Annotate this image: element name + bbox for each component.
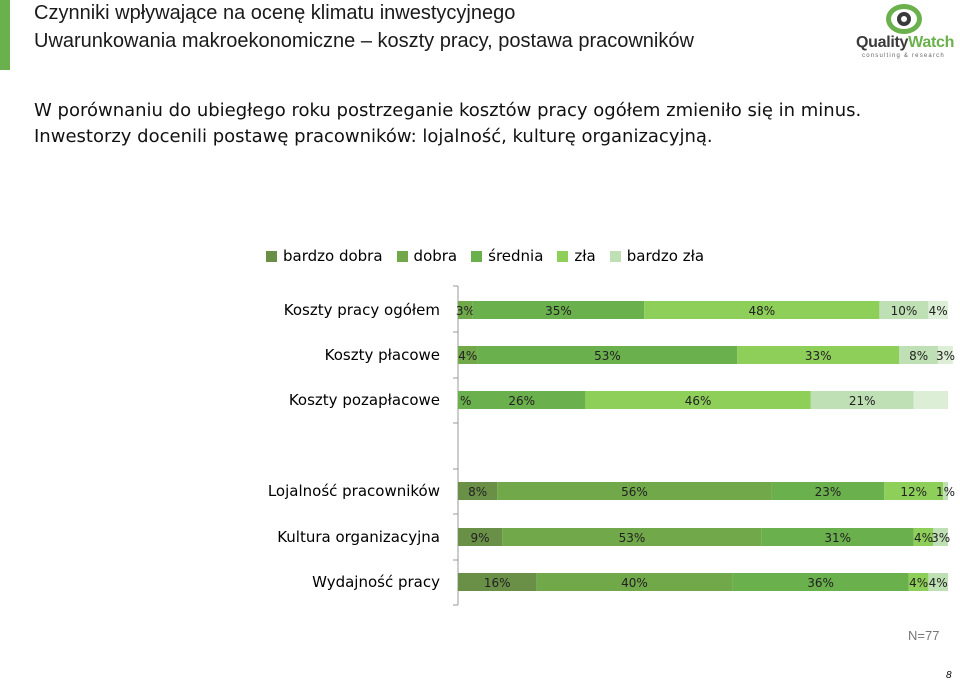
data-label: 21% bbox=[849, 394, 876, 408]
legend-swatch bbox=[557, 250, 569, 262]
bar-segment bbox=[458, 346, 478, 364]
data-label: 4% bbox=[914, 531, 933, 545]
sample-size-note: N=77 bbox=[908, 628, 940, 643]
bar-segment bbox=[943, 482, 948, 500]
bar-segment bbox=[536, 573, 733, 591]
data-label: 9% bbox=[471, 531, 490, 545]
bar-segment bbox=[472, 301, 645, 319]
stacked-bar-chart: Koszty pracy ogółem 3% 35% 48% 10% 4% Koszty p… bbox=[268, 285, 955, 606]
bar-segment bbox=[879, 301, 929, 319]
bar-segment bbox=[458, 391, 586, 409]
data-label: 36% bbox=[807, 576, 834, 590]
data-label: 1% bbox=[936, 485, 955, 499]
page-title: Czynniki wpływające na ocenę klimatu inw… bbox=[34, 2, 516, 24]
legend-item: średnia bbox=[471, 247, 543, 265]
data-label: 3% bbox=[456, 304, 475, 318]
category-label: Kultura organizacyjna bbox=[277, 528, 440, 546]
legend-item: dobra bbox=[396, 247, 458, 265]
category-label: Lojalność pracowników bbox=[268, 482, 440, 500]
bar-segment bbox=[732, 573, 909, 591]
eye-icon bbox=[886, 4, 922, 34]
bar-segment bbox=[928, 301, 948, 319]
category-label: Koszty pozapłacowe bbox=[289, 391, 440, 409]
legend-swatch bbox=[609, 250, 621, 262]
category-label: Koszty pracy ogółem bbox=[284, 301, 440, 319]
header-accent-bar bbox=[0, 0, 10, 70]
bar-segment bbox=[938, 346, 953, 364]
data-label: 16% bbox=[484, 576, 511, 590]
bar-segment bbox=[913, 391, 948, 409]
qualitywatch-logo: QualityWatch consulting & research bbox=[848, 2, 956, 62]
data-label: 4% bbox=[458, 349, 477, 363]
legend-label: dobra bbox=[413, 247, 458, 265]
category-label: Koszty płacowe bbox=[325, 346, 440, 364]
data-label: % bbox=[460, 394, 471, 408]
page-number: 8 bbox=[946, 670, 952, 681]
data-label: 23% bbox=[815, 485, 842, 499]
legend-item: zła bbox=[557, 247, 596, 265]
data-label: 31% bbox=[824, 531, 851, 545]
data-label: 3% bbox=[936, 349, 955, 363]
data-label: 40% bbox=[621, 576, 648, 590]
bar-segment bbox=[884, 482, 944, 500]
legend-label: bardzo zła bbox=[626, 247, 705, 265]
intro-line-2: Inwestorzy docenili postawę pracowników:… bbox=[34, 126, 713, 147]
legend-swatch bbox=[396, 250, 408, 262]
legend-label: zła bbox=[574, 247, 596, 265]
bar-segment bbox=[810, 391, 914, 409]
data-label: 56% bbox=[621, 485, 648, 499]
bar-segment bbox=[908, 573, 929, 591]
legend-swatch bbox=[266, 250, 277, 262]
bar-segment bbox=[928, 573, 948, 591]
data-label: 4% bbox=[929, 576, 948, 590]
legend-swatch bbox=[471, 250, 483, 262]
data-label: 35% bbox=[545, 304, 572, 318]
bar-segment bbox=[737, 346, 899, 364]
data-label: 33% bbox=[805, 349, 832, 363]
logo-tagline: consulting & research bbox=[862, 53, 945, 59]
bar-segment bbox=[458, 573, 537, 591]
legend-label: średnia bbox=[488, 247, 544, 265]
logo-wordmark: QualityWatch bbox=[856, 34, 955, 51]
data-label: 10% bbox=[891, 304, 918, 318]
data-label: 4% bbox=[929, 304, 948, 318]
bar-segment bbox=[771, 482, 885, 500]
bar-segment bbox=[458, 528, 503, 546]
bar-segment bbox=[644, 301, 880, 319]
legend-label: bardzo dobra bbox=[283, 247, 383, 265]
bar-segment bbox=[497, 482, 772, 500]
data-label: 12% bbox=[900, 485, 927, 499]
bar-segment bbox=[502, 528, 762, 546]
legend-item: bardzo zła bbox=[609, 247, 705, 265]
data-label: 26% bbox=[508, 394, 535, 408]
data-label: 48% bbox=[748, 304, 775, 318]
data-label: 53% bbox=[619, 531, 646, 545]
bar-segment bbox=[761, 528, 914, 546]
data-label: 3% bbox=[931, 531, 950, 545]
bar-segment bbox=[458, 482, 498, 500]
chart-legend: bardzo dobra dobra średnia zła bardzo zła bbox=[266, 246, 718, 266]
intro-text: W porównaniu do ubiegłego roku postrzega… bbox=[34, 98, 934, 150]
data-label: 46% bbox=[685, 394, 712, 408]
data-label: 4% bbox=[909, 576, 928, 590]
data-label: 8% bbox=[909, 349, 928, 363]
intro-line-1: W porównaniu do ubiegłego roku postrzega… bbox=[34, 100, 862, 121]
data-label: 53% bbox=[594, 349, 621, 363]
bar-segment bbox=[585, 391, 811, 409]
page-subtitle: Uwarunkowania makroekonomiczne – koszty … bbox=[34, 30, 694, 52]
bar-segment bbox=[933, 528, 948, 546]
bar-segment bbox=[913, 528, 934, 546]
category-label: Wydajność pracy bbox=[312, 573, 440, 591]
legend-item: bardzo dobra bbox=[266, 247, 383, 265]
data-label: 8% bbox=[468, 485, 487, 499]
bar-segment bbox=[458, 301, 473, 319]
bar-segment bbox=[899, 346, 939, 364]
bar-segment bbox=[477, 346, 738, 364]
